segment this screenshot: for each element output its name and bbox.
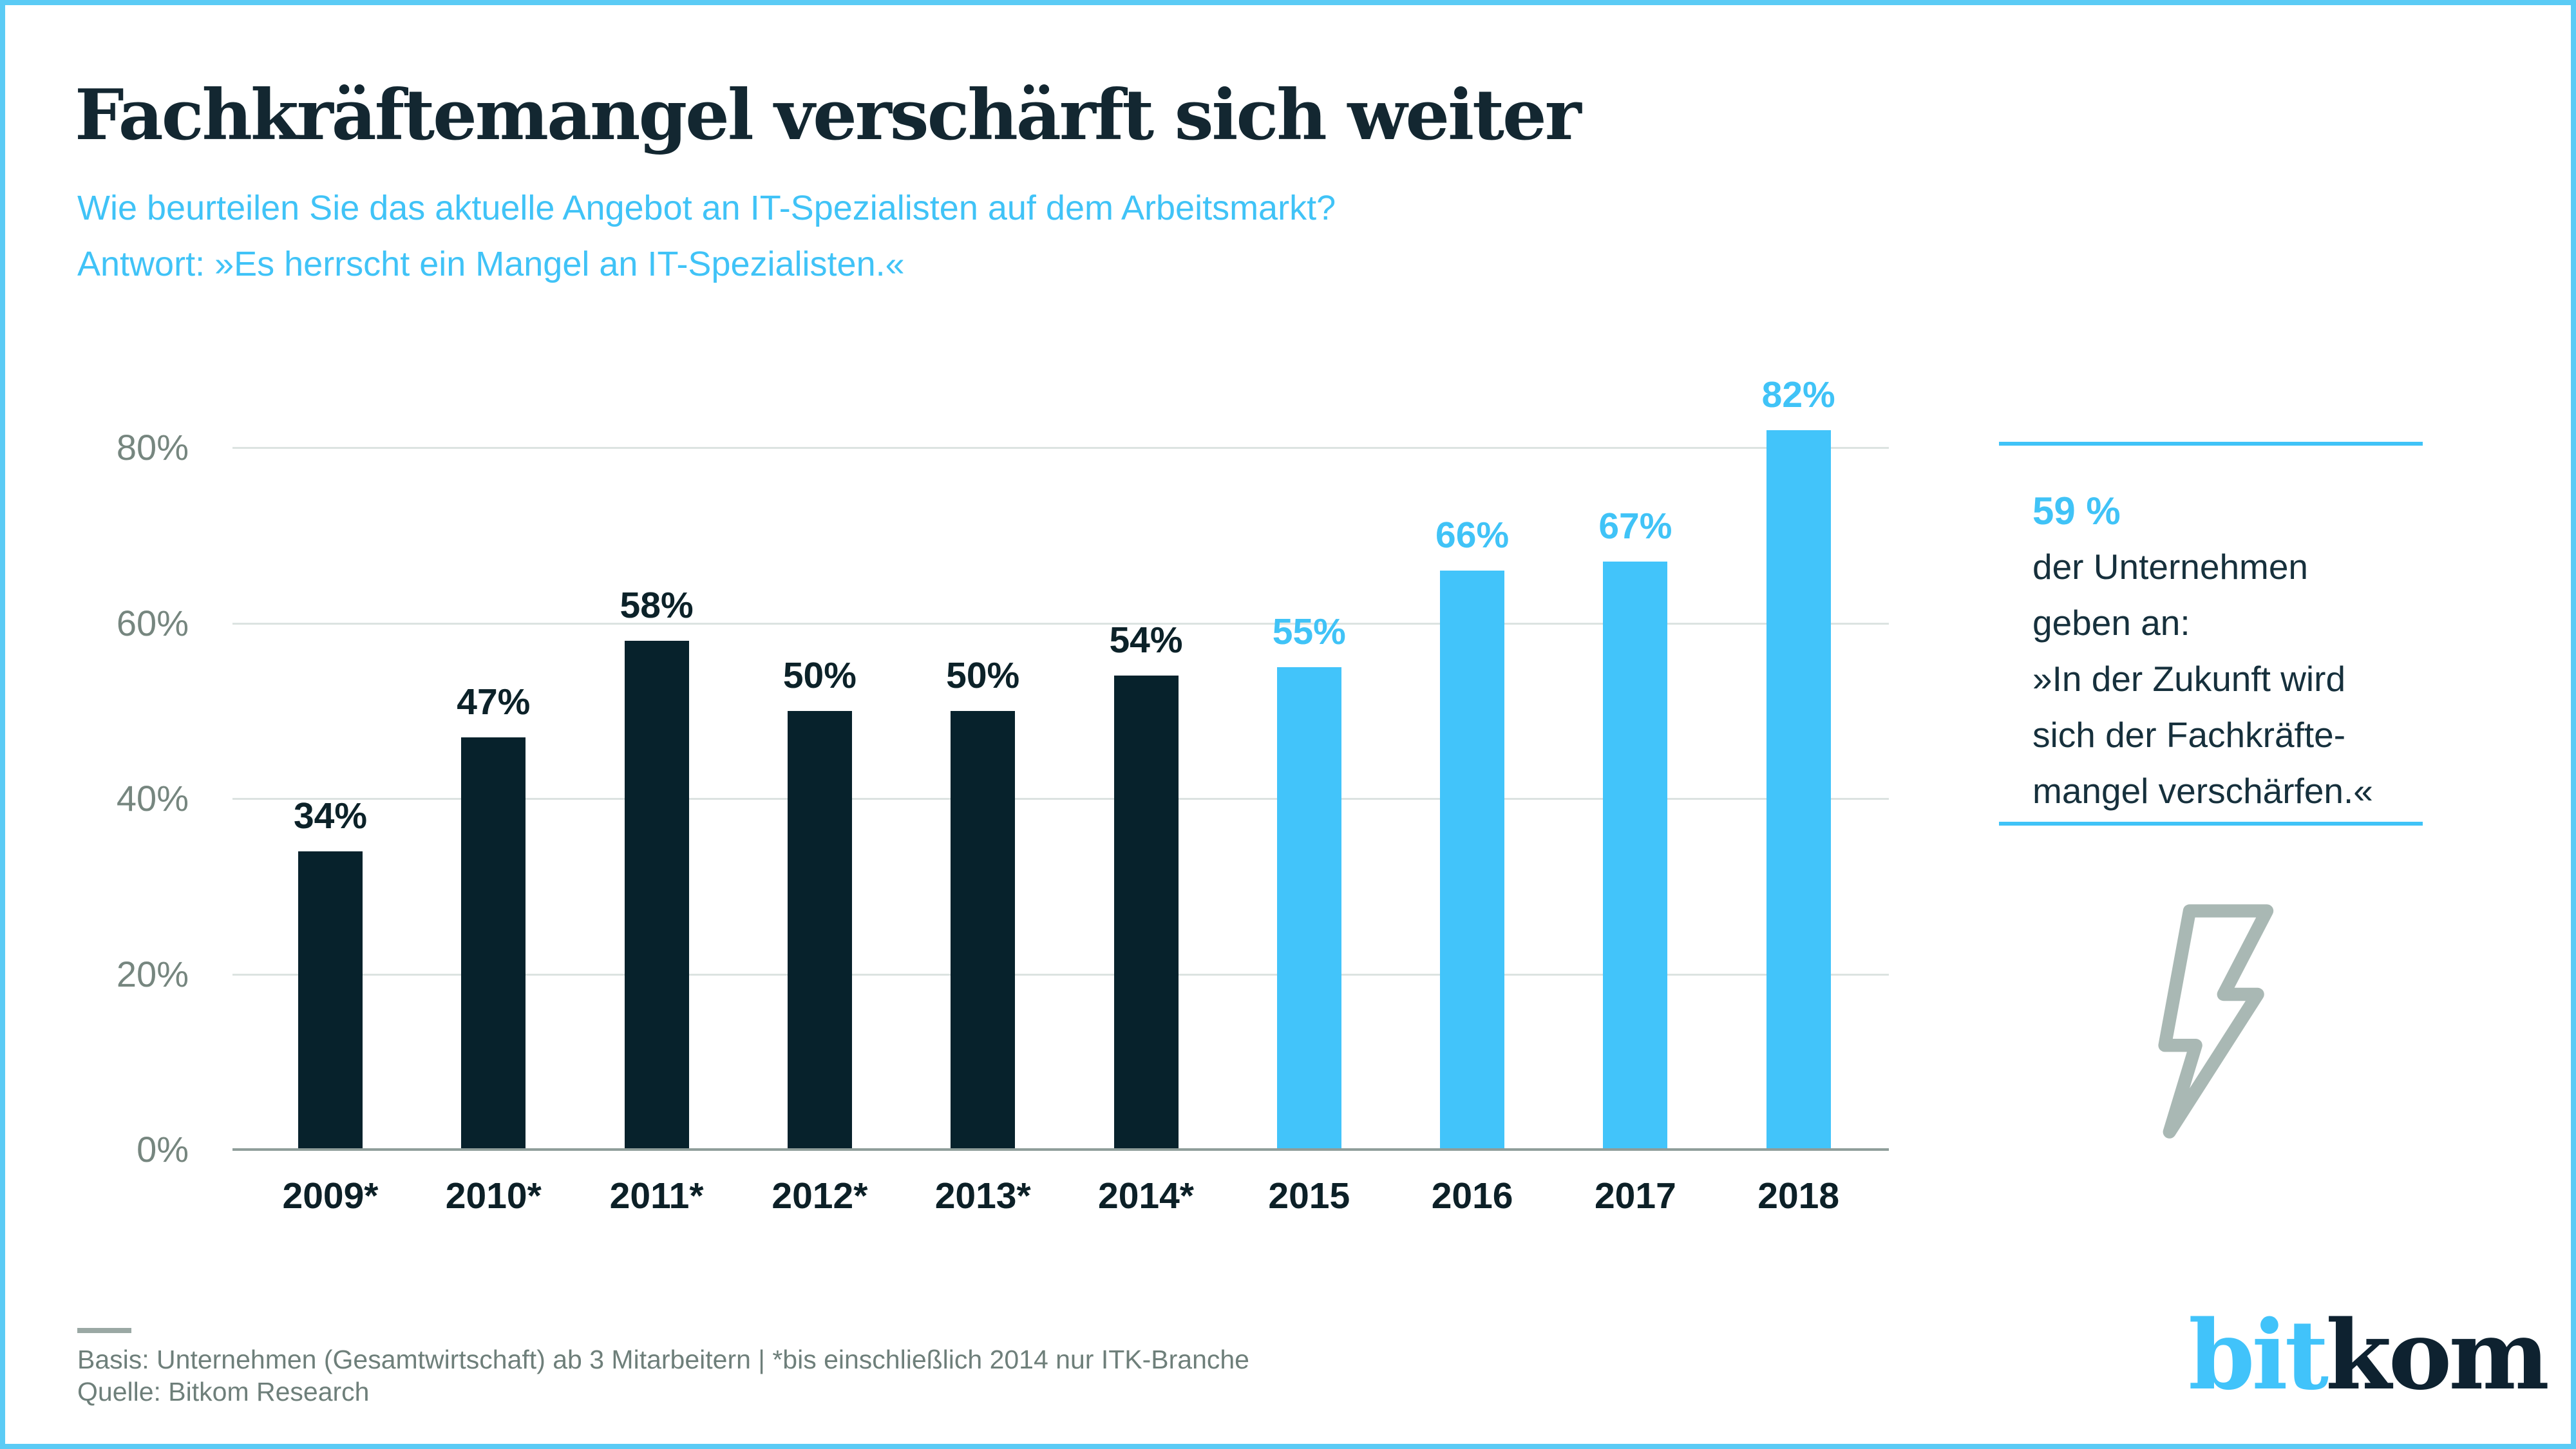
bar-2016 (1440, 570, 1505, 1148)
lightning-bolt-icon (2128, 902, 2282, 1141)
bar-2010 (461, 737, 526, 1148)
bar-value-label: 58% (620, 584, 694, 626)
callout-text: der Unternehmen geben an: »In der Zukunf… (2032, 539, 2373, 819)
gridline (232, 622, 1889, 625)
survey-answer-line: Antwort: »Es herrscht ein Mangel an IT-S… (77, 245, 905, 283)
x-axis-label: 2009* (282, 1175, 379, 1217)
survey-question-line1: Wie beurteilen Sie das aktuelle Angebot … (77, 189, 1336, 227)
x-axis-label: 2012* (772, 1175, 868, 1217)
footer-notes: Basis: Unternehmen (Gesamtwirtschaft) ab… (77, 1343, 1249, 1408)
bar-chart: 80% 60% 40% 20% 0% 34% 2009* 47% 2010* 58% 2011* 50… (5, 5, 2571, 1444)
x-axis-label: 2011* (609, 1175, 704, 1217)
footer-basis: Basis: Unternehmen (Gesamtwirtschaft) ab… (77, 1345, 1249, 1374)
callout-text-line: »In der Zukunft wird (2032, 659, 2346, 699)
y-tick-label: 0% (137, 1129, 189, 1170)
bar-2009 (298, 851, 363, 1148)
bar-2011 (624, 640, 689, 1148)
x-axis-label: 2010* (445, 1175, 542, 1217)
footer-divider (77, 1328, 131, 1333)
bar-2015 (1276, 667, 1341, 1148)
bar-2018 (1766, 430, 1831, 1148)
bar-2013 (951, 710, 1016, 1148)
x-axis-line (232, 1148, 1889, 1151)
callout-stat: 59 % (2032, 489, 2121, 533)
gridline (232, 973, 1889, 976)
bar-value-label: 55% (1272, 611, 1346, 652)
bar-2012 (787, 710, 852, 1148)
callout-text-line: sich der Fachkräfte- (2032, 715, 2346, 755)
bitkom-logo-bit: bit (2188, 1299, 2329, 1411)
callout-bottom-divider (1999, 822, 2423, 826)
x-axis-label: 2015 (1268, 1175, 1350, 1217)
survey-question: Wie beurteilen Sie das aktuelle Angebot … (77, 180, 1336, 292)
y-tick-label: 80% (116, 427, 189, 468)
bitkom-logo: bitkom (2188, 1307, 2550, 1403)
bar-value-label: 54% (1109, 620, 1183, 661)
bitkom-logo-kom: kom (2325, 1299, 2550, 1411)
callout-text-line: der Unternehmen (2032, 547, 2309, 587)
x-axis-label: 2016 (1431, 1175, 1513, 1217)
gridline (232, 798, 1889, 800)
gridline (232, 447, 1889, 449)
callout-text-line: mangel verschärfen.« (2032, 771, 2373, 811)
bar-value-label: 47% (457, 681, 531, 723)
callout-text-line: geben an: (2032, 603, 2190, 643)
x-axis-label: 2018 (1757, 1175, 1840, 1217)
bar-2017 (1603, 562, 1668, 1148)
y-tick-label: 20% (116, 953, 189, 994)
y-tick-label: 60% (116, 602, 189, 643)
bar-value-label: 66% (1435, 514, 1510, 556)
bar-value-label: 50% (946, 654, 1020, 696)
footer-source: Quelle: Bitkom Research (77, 1377, 370, 1406)
bar-value-label: 67% (1598, 506, 1672, 547)
x-axis-label: 2013* (934, 1175, 1031, 1217)
y-tick-label: 40% (116, 778, 189, 819)
page-title: Fachkräftemangel verschärft sich weiter (75, 75, 1582, 156)
bar-value-label: 34% (293, 795, 368, 837)
bar-value-label: 50% (782, 654, 857, 696)
x-axis-label: 2017 (1594, 1175, 1676, 1217)
bar-value-label: 82% (1761, 374, 1835, 415)
callout-top-divider (1999, 442, 2423, 446)
x-axis-label: 2014* (1098, 1175, 1194, 1217)
bar-2014 (1113, 676, 1179, 1148)
